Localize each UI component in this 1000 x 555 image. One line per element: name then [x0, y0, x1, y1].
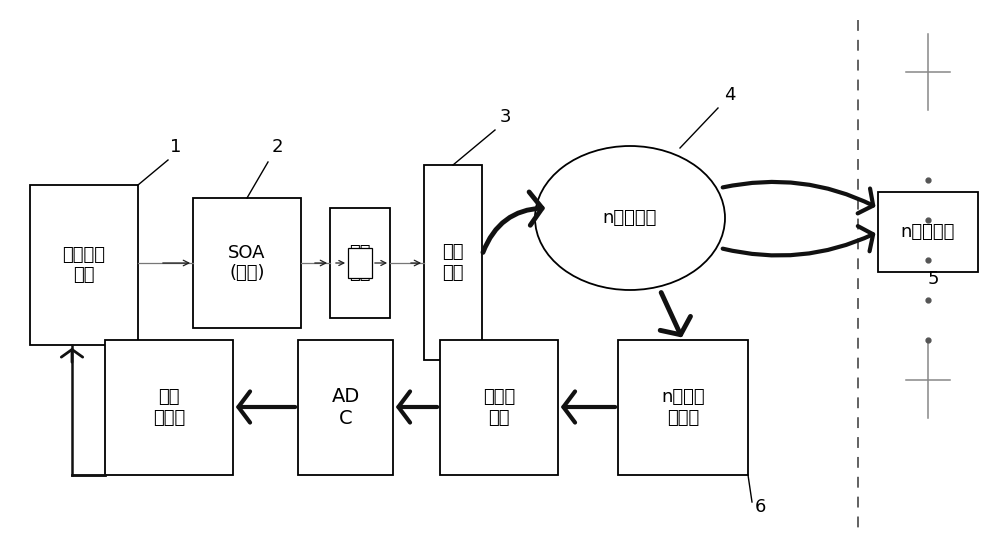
Bar: [440, 340, 558, 475]
Text: AD
C: AD C: [331, 387, 360, 428]
Text: 光隔
离器: 光隔 离器: [349, 244, 371, 282]
Bar: [878, 192, 978, 272]
Text: 3: 3: [500, 108, 512, 126]
Text: 可调谐激
光器: 可调谐激 光器: [62, 246, 106, 284]
Ellipse shape: [535, 146, 725, 290]
Bar: [30, 185, 138, 345]
Text: n个光电
三极管: n个光电 三极管: [661, 388, 705, 427]
Text: SOA
(可选): SOA (可选): [228, 244, 266, 282]
Text: 4: 4: [724, 86, 736, 104]
Text: 运算
控制器: 运算 控制器: [153, 388, 185, 427]
Bar: [298, 340, 393, 475]
Text: 1: 1: [170, 138, 181, 156]
Text: 对数放
大器: 对数放 大器: [483, 388, 515, 427]
Text: n个耦合器: n个耦合器: [603, 209, 657, 227]
Text: 6: 6: [755, 498, 766, 516]
Text: 5: 5: [928, 270, 940, 288]
Text: 2: 2: [272, 138, 284, 156]
Bar: [193, 198, 301, 328]
Text: 光分
路器: 光分 路器: [442, 243, 464, 282]
Text: n支传感器: n支传感器: [901, 223, 955, 241]
Bar: [618, 340, 748, 475]
Bar: [348, 248, 372, 278]
Bar: [424, 165, 482, 360]
Bar: [105, 340, 233, 475]
Bar: [330, 208, 390, 318]
